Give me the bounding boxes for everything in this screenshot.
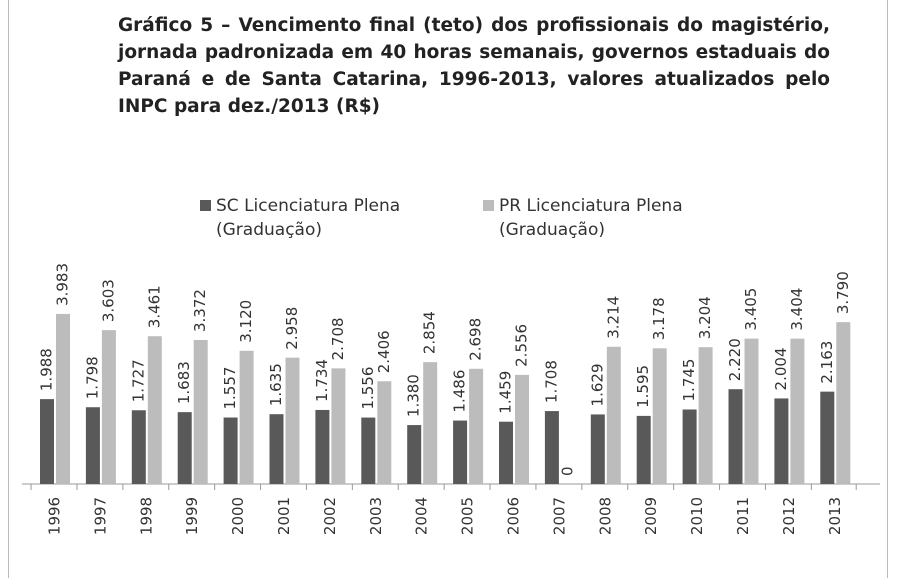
bar [499,421,513,484]
bar [377,381,392,484]
value-label: 3.372 [191,289,209,332]
bar [469,368,484,484]
frame [8,0,888,578]
bar [453,420,468,484]
value-label: 2.163 [818,341,836,384]
value-label: 3.404 [788,288,806,331]
value-label: 1.635 [267,363,285,406]
x-tick-label: 2004 [413,497,431,535]
bar [239,350,254,484]
bar [790,338,805,484]
value-label: 1.745 [680,359,698,402]
bar [361,417,376,484]
value-label: 3.178 [650,297,668,340]
value-label: 2.556 [513,324,531,367]
bar [193,340,208,484]
bar [728,389,743,484]
bar [40,399,54,484]
legend-entry: PR Licenciatura Plena (Graduação) [483,194,749,242]
chart-title: Gráfico 5 – Vencimento final (teto) dos … [118,15,830,117]
x-tick-label: 2001 [275,497,293,535]
bar [423,362,438,484]
x-tick-label: 2005 [459,497,477,535]
x-tick-label: 2013 [826,497,844,535]
value-label: 2.958 [283,307,301,350]
value-label: 1.380 [405,374,423,417]
x-tick-label: 2010 [688,497,706,535]
value-label: 1.708 [542,360,560,403]
bar [590,414,605,484]
bar [698,347,713,484]
value-label: 1.557 [221,367,239,410]
value-label: 2.708 [329,317,347,360]
bar [682,409,697,484]
value-label: 1.629 [588,363,606,406]
bar [101,330,116,484]
x-tick-label: 1997 [91,497,109,535]
bar [147,336,162,484]
value-label: 3.790 [834,271,852,314]
legend-swatch [483,200,494,211]
value-label: 3.983 [54,263,72,306]
value-label: 3.405 [742,288,760,331]
x-tick-label: 1999 [183,497,201,535]
x-tick-label: 2012 [780,497,798,535]
x-tick-label: 2003 [367,497,385,535]
x-tick-label: 2009 [642,497,660,535]
x-tick-label: 2006 [505,497,523,535]
value-label: 2.004 [772,347,790,390]
value-label: 3.120 [237,300,255,343]
value-label: 1.734 [313,359,331,402]
bar [131,410,146,484]
bar [285,357,300,484]
x-tick-label: 2002 [321,497,339,535]
x-tick-label: 2008 [596,497,614,535]
bar [331,368,346,484]
bar [515,374,529,484]
bar [606,346,621,484]
value-label: 2.220 [726,338,744,381]
legend-label: PR Licenciatura Plena (Graduação) [499,196,683,240]
value-label: 1.727 [129,359,147,402]
x-tick-label: 1998 [137,497,155,535]
bar [85,407,100,484]
bar [820,391,835,484]
bar [652,348,667,484]
value-label: 3.204 [696,296,714,339]
x-tick-label: 2000 [229,497,247,535]
value-label: 1.556 [359,367,377,410]
x-tick-label: 2011 [734,497,752,535]
bar [744,338,759,484]
bar [836,322,851,484]
bar [223,417,238,484]
value-label: 3.214 [604,296,622,339]
bar [315,409,330,484]
bar [636,415,651,484]
bar [774,398,789,484]
legend-swatch [200,200,211,211]
value-label: 2.406 [375,330,393,373]
value-label: 1.798 [83,356,101,399]
value-label: 3.461 [145,285,163,328]
legend-label: SC Licenciatura Plena (Graduação) [216,196,401,240]
legend-entry: SC Licenciatura Plena (Graduação) [200,194,476,242]
bar [269,414,284,484]
bar [544,411,559,484]
value-label: 1.459 [497,371,515,414]
value-label: 0 [558,466,576,476]
x-tick-label: 2007 [550,497,568,535]
bar [407,425,422,484]
value-label: 1.683 [175,361,193,404]
x-tick-label: 1996 [46,497,64,535]
value-label: 2.854 [421,311,439,354]
value-label: 1.988 [38,348,56,391]
value-label: 1.486 [451,370,469,413]
value-label: 3.603 [99,279,117,322]
bar [177,412,192,484]
value-label: 1.595 [634,365,652,408]
bar [56,313,70,484]
value-label: 2.698 [467,318,485,361]
